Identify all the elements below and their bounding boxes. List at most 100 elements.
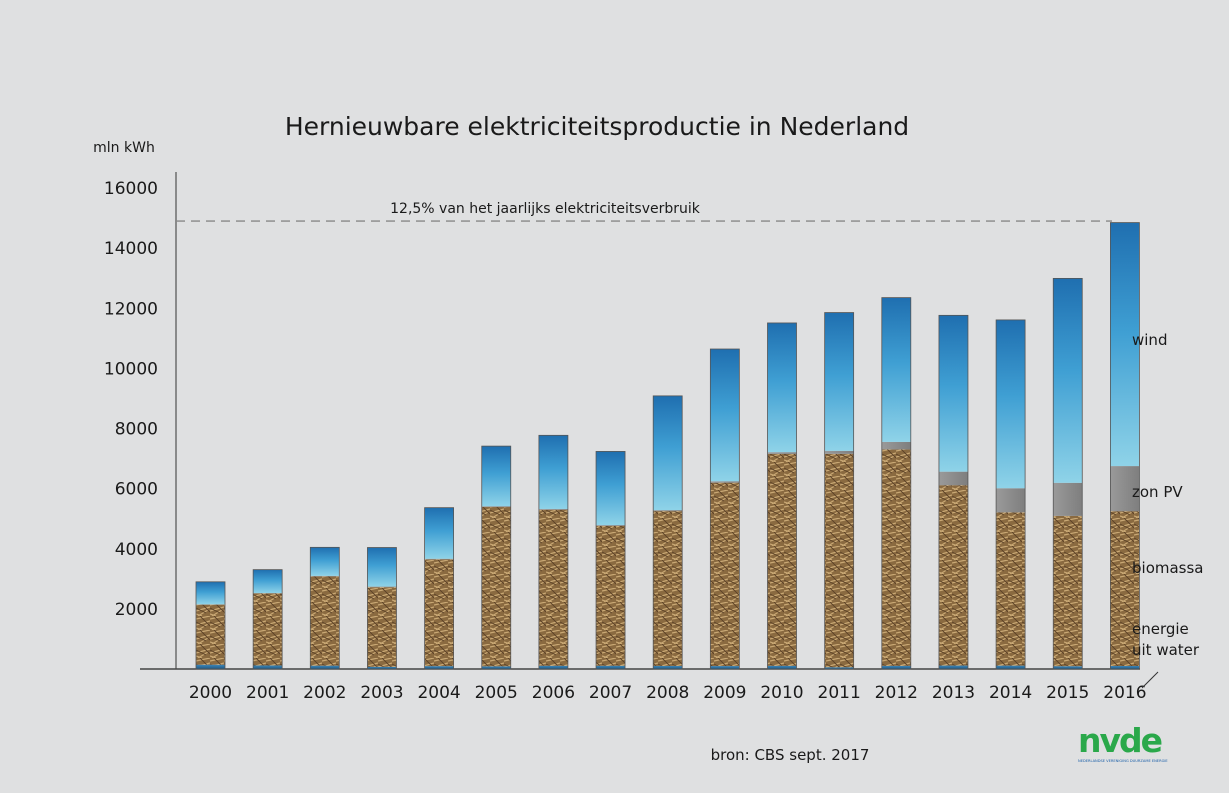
bar-stack-2007 xyxy=(595,451,626,670)
bar-stack-2001 xyxy=(252,569,283,670)
bar-segment-zon-PV xyxy=(310,575,340,577)
bar-outline xyxy=(652,395,683,670)
bar-stack-2002 xyxy=(309,546,340,670)
bar-segment-wind xyxy=(538,435,568,509)
bar-segment-wind xyxy=(424,507,454,559)
source-note: bron: CBS sept. 2017 xyxy=(711,746,870,764)
bar-segment-zon-PV xyxy=(996,488,1026,513)
bar-outline xyxy=(538,434,569,670)
bar-stack-2010 xyxy=(767,322,797,670)
x-tick-label: 2003 xyxy=(360,683,403,703)
y-axis-ticks: 2000 4000 6000 8000 10000 12000 14000 16000 xyxy=(104,179,158,620)
bar-stack-2014 xyxy=(995,319,1026,670)
bar-segment-zon-PV xyxy=(653,510,683,512)
bar-segment-biomassa xyxy=(1110,511,1140,666)
x-tick-label: 2004 xyxy=(417,683,460,703)
bar-segment-biomassa xyxy=(538,509,568,666)
bar-segment-energie-uit-water xyxy=(938,665,968,669)
bar-segment-energie-uit-water xyxy=(996,665,1026,669)
bar-segment-biomassa xyxy=(824,453,854,668)
x-tick-label: 2016 xyxy=(1103,683,1146,703)
x-tick-label: 2011 xyxy=(818,683,861,703)
reference-line-label: 12,5% van het jaarlijks elektriciteitsve… xyxy=(390,201,701,217)
bar-segment-wind xyxy=(481,446,511,507)
bar-segment-wind xyxy=(996,319,1026,489)
bar-segment-wind xyxy=(310,547,340,576)
x-tick-label: 2014 xyxy=(989,683,1032,703)
bar-segment-energie-uit-water xyxy=(538,665,568,669)
bar-segment-biomassa xyxy=(996,512,1026,666)
y-tick-label: 10000 xyxy=(104,359,158,379)
bar-segment-zon-PV xyxy=(938,471,968,486)
bar-outline xyxy=(481,445,512,670)
bar-segment-zon-PV xyxy=(596,525,626,526)
y-tick-label: 6000 xyxy=(115,480,158,500)
bar-outline xyxy=(252,569,283,670)
bar-segment-energie-uit-water xyxy=(596,665,626,669)
bar-outline xyxy=(424,507,455,670)
bar-stack-2013 xyxy=(938,314,969,670)
bar-segment-wind xyxy=(596,451,626,526)
bar-segment-zon-PV xyxy=(767,452,797,454)
legend-wind: wind xyxy=(1132,331,1167,349)
bar-stack-2000 xyxy=(195,581,226,670)
bar-outline xyxy=(709,348,740,670)
bar-segment-biomassa xyxy=(196,604,225,665)
bar-segment-energie-uit-water xyxy=(1053,666,1083,669)
bar-segment-zon-PV xyxy=(481,506,511,508)
y-tick-label: 2000 xyxy=(115,600,158,620)
bar-stack-2005 xyxy=(481,445,512,670)
x-tick-label: 2008 xyxy=(646,683,689,703)
x-tick-label: 2000 xyxy=(189,683,232,703)
x-tick-label: 2006 xyxy=(532,683,575,703)
x-tick-label: 2012 xyxy=(875,683,918,703)
bar-segment-wind xyxy=(938,315,968,472)
bar-segment-zon-PV xyxy=(824,450,854,454)
bar-segment-wind xyxy=(653,395,683,511)
x-tick-label: 2015 xyxy=(1046,683,1089,703)
legend-water-pointer xyxy=(1141,671,1159,689)
bar-segment-energie-uit-water xyxy=(1110,665,1140,669)
bar-outline xyxy=(1110,222,1140,670)
bar-segment-zon-PV xyxy=(881,441,911,450)
legend-energie-uit-water: energie uit water xyxy=(1132,620,1200,659)
bar-segment-energie-uit-water xyxy=(710,666,740,669)
bar-segment-energie-uit-water xyxy=(196,664,225,669)
bar-segment-zon-PV xyxy=(1053,482,1083,516)
bar-segment-zon-PV xyxy=(424,558,454,560)
bars-group xyxy=(195,222,1140,670)
bar-segment-energie-uit-water xyxy=(310,665,340,669)
bar-segment-wind xyxy=(710,349,740,482)
bar-segment-energie-uit-water xyxy=(253,665,283,669)
bar-outline xyxy=(881,297,912,670)
y-tick-label: 8000 xyxy=(115,420,158,440)
bar-segment-biomassa xyxy=(481,507,511,667)
x-tick-label: 2009 xyxy=(703,683,746,703)
bar-outline xyxy=(367,547,397,670)
bar-segment-energie-uit-water xyxy=(481,666,511,669)
bar-segment-biomassa xyxy=(1053,515,1083,667)
bar-outline xyxy=(595,451,626,670)
bar-segment-zon-PV xyxy=(1110,466,1140,512)
bar-segment-wind xyxy=(196,581,225,605)
chart-title: Hernieuwbare elektriciteitsproductie in … xyxy=(285,112,909,141)
bar-segment-energie-uit-water xyxy=(881,665,911,669)
bar-segment-wind xyxy=(1053,278,1083,483)
bar-segment-biomassa xyxy=(367,587,397,667)
bar-segment-biomassa xyxy=(767,453,797,666)
bar-segment-biomassa xyxy=(881,449,911,666)
bar-stack-2009 xyxy=(709,348,740,670)
bar-stack-2003 xyxy=(367,547,397,670)
bar-segment-energie-uit-water xyxy=(767,665,797,669)
x-axis-tick-labels: 2000 2001 2002 2003 2004 2005 2006 2007 2008 2009… xyxy=(189,683,1147,703)
bar-stack-2004 xyxy=(424,507,455,670)
y-axis-label: mln kWh xyxy=(93,140,155,156)
bar-segment-wind xyxy=(824,312,854,451)
x-tick-label: 2002 xyxy=(303,683,346,703)
bar-segment-wind xyxy=(767,322,797,453)
bar-stack-2016 xyxy=(1110,222,1140,670)
nvde-logo: nvde NEDERLANDSE VERENIGING DUURZAME ENE… xyxy=(1078,722,1168,763)
bar-segment-zon-PV xyxy=(538,508,568,510)
bar-segment-energie-uit-water xyxy=(367,666,397,669)
